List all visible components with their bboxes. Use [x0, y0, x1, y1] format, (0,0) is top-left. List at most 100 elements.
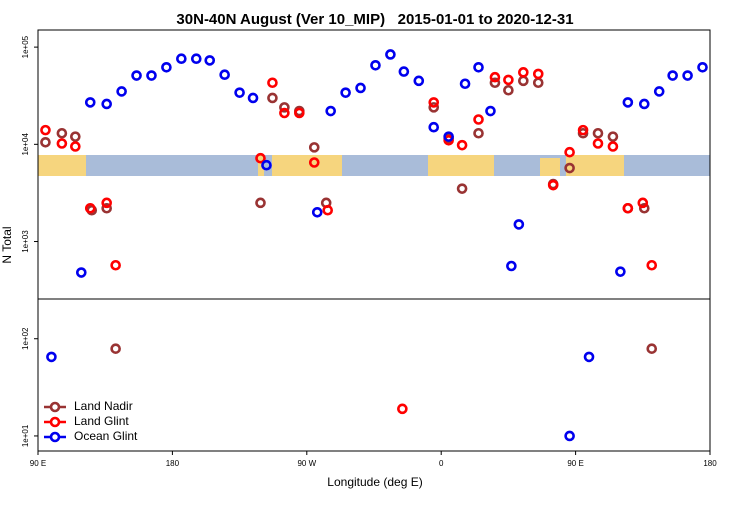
point — [101, 98, 112, 110]
point — [583, 351, 595, 363]
y-tick-label: 1e+01 — [21, 424, 30, 447]
x-tick-label: 90 E — [30, 459, 46, 468]
point — [308, 142, 320, 153]
x-tick-label: 180 — [166, 459, 180, 468]
point — [638, 98, 650, 110]
point — [473, 114, 484, 125]
point — [547, 179, 559, 191]
point — [428, 97, 440, 108]
point — [204, 55, 216, 66]
point — [564, 430, 575, 442]
land — [428, 155, 494, 176]
point — [308, 157, 320, 168]
point — [622, 97, 634, 108]
point — [653, 86, 665, 97]
y-tick-label: 1e+04 — [21, 133, 30, 156]
y-tick-label: 1e+02 — [21, 327, 30, 350]
plot-frame — [37, 29, 711, 452]
point — [682, 70, 693, 81]
point — [40, 124, 51, 136]
point — [355, 82, 366, 94]
point — [397, 403, 408, 415]
point — [234, 87, 245, 98]
point — [646, 343, 658, 354]
point — [76, 267, 87, 278]
x-tick-label: 0 — [439, 459, 444, 468]
legend-label: Land Nadir — [74, 399, 133, 413]
point — [646, 259, 658, 271]
point — [247, 92, 259, 104]
point — [161, 61, 172, 73]
land — [566, 155, 624, 176]
x-tick-label: 90 W — [297, 459, 316, 468]
point — [311, 206, 323, 218]
point — [56, 138, 68, 149]
point — [116, 86, 127, 97]
point — [385, 49, 396, 60]
point — [532, 68, 544, 80]
point — [428, 121, 440, 133]
legend-marker — [49, 401, 61, 413]
point — [456, 183, 468, 194]
point — [84, 97, 96, 108]
point — [40, 136, 51, 148]
point — [279, 102, 290, 113]
x-tick-label: 90 E — [567, 459, 583, 468]
point — [70, 141, 81, 152]
point — [131, 70, 142, 81]
legend-label: Ocean Glint — [74, 429, 138, 443]
point — [518, 67, 529, 78]
point — [564, 162, 575, 174]
land — [38, 155, 86, 176]
point — [370, 60, 381, 71]
point — [622, 202, 634, 214]
point — [322, 204, 334, 216]
point — [564, 146, 575, 158]
x-axis-label: Longitude (deg E) — [327, 475, 422, 489]
point — [592, 138, 604, 149]
y-tick-label: 1e+05 — [21, 35, 30, 58]
point — [503, 84, 514, 96]
point — [459, 78, 471, 90]
y-tick-label: 1e+03 — [21, 230, 30, 253]
point — [101, 202, 112, 214]
point — [637, 197, 649, 209]
point — [413, 75, 425, 87]
point — [267, 77, 278, 89]
point — [110, 343, 121, 354]
map-strip — [38, 155, 710, 176]
point — [219, 69, 230, 81]
point — [456, 139, 468, 151]
point — [607, 131, 619, 142]
point — [697, 61, 708, 73]
point — [638, 202, 650, 214]
land — [540, 158, 560, 176]
point — [84, 202, 96, 214]
point — [607, 141, 619, 152]
point — [279, 107, 290, 119]
point — [325, 105, 336, 117]
point — [46, 351, 57, 363]
point — [489, 77, 501, 89]
point — [101, 197, 112, 209]
point — [615, 266, 626, 277]
point — [110, 259, 121, 271]
point — [398, 66, 410, 77]
point — [261, 159, 272, 171]
point — [485, 105, 496, 117]
point — [267, 92, 278, 104]
point — [443, 134, 454, 146]
point — [70, 131, 81, 142]
land — [258, 155, 264, 176]
point — [146, 70, 157, 81]
y-axis-label: N Total — [0, 226, 14, 263]
point — [577, 124, 589, 136]
point — [667, 70, 678, 81]
point — [503, 74, 514, 86]
point — [340, 87, 351, 98]
point — [176, 53, 187, 65]
point — [473, 61, 484, 73]
point — [428, 102, 440, 113]
point — [294, 107, 305, 119]
